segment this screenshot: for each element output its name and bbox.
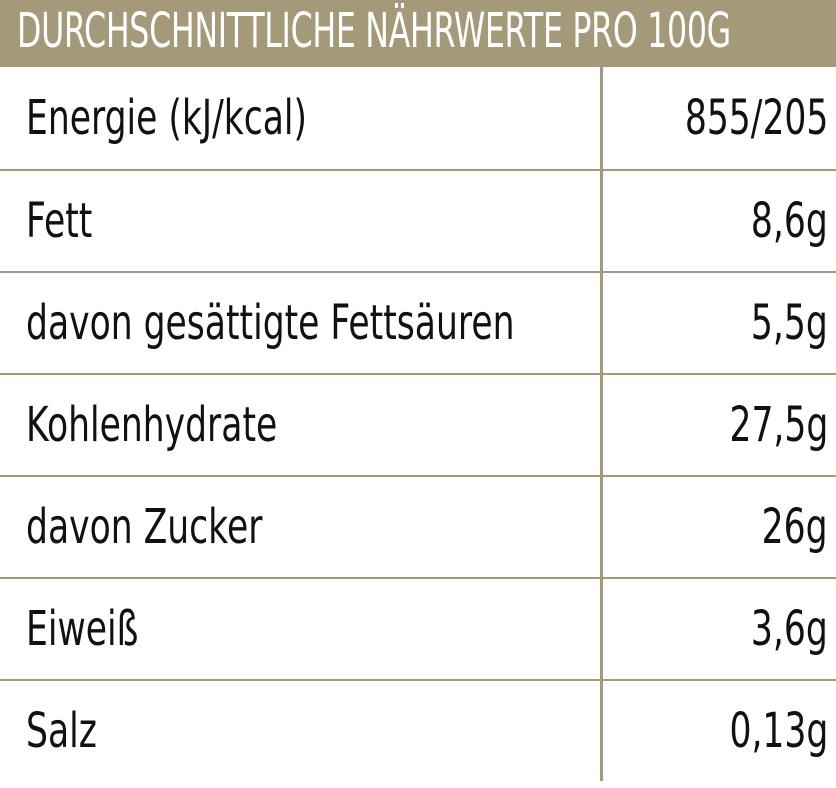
nutrition-header: DURCHSCHNITTLICHE NÄHRWERTE PRO 100G xyxy=(0,0,836,67)
row-value: 855/205 xyxy=(684,90,828,146)
nutrition-row-protein: Eiweiß 3,6g xyxy=(0,577,836,679)
nutrition-table: Energie (kJ/kcal) 855/205 Fett 8,6g davo… xyxy=(0,67,836,788)
row-label: Energie (kJ/kcal) xyxy=(26,90,308,146)
row-label: davon gesättigte Fettsäuren xyxy=(26,295,515,351)
column-divider xyxy=(600,67,603,781)
row-label: davon Zucker xyxy=(26,499,263,555)
nutrition-row-carbohydrates: Kohlenhydrate 27,5g xyxy=(0,373,836,475)
row-value: 0,13g xyxy=(729,703,828,759)
nutrition-row-saturated-fat: davon gesättigte Fettsäuren 5,5g xyxy=(0,271,836,373)
row-label: Fett xyxy=(26,193,93,249)
row-value: 8,6g xyxy=(751,193,828,249)
nutrition-row-salt: Salz 0,13g xyxy=(0,679,836,781)
row-label: Eiweiß xyxy=(26,601,139,657)
row-value: 26g xyxy=(762,499,828,555)
nutrition-row-fat: Fett 8,6g xyxy=(0,169,836,271)
row-label: Salz xyxy=(26,703,97,759)
nutrition-row-sugar: davon Zucker 26g xyxy=(0,475,836,577)
nutrition-row-energy: Energie (kJ/kcal) 855/205 xyxy=(0,67,836,169)
row-label: Kohlenhydrate xyxy=(26,397,278,453)
row-value: 5,5g xyxy=(751,295,828,351)
row-value: 27,5g xyxy=(729,397,828,453)
row-value: 3,6g xyxy=(751,601,828,657)
nutrition-title: DURCHSCHNITTLICHE NÄHRWERTE PRO 100G xyxy=(17,2,731,59)
